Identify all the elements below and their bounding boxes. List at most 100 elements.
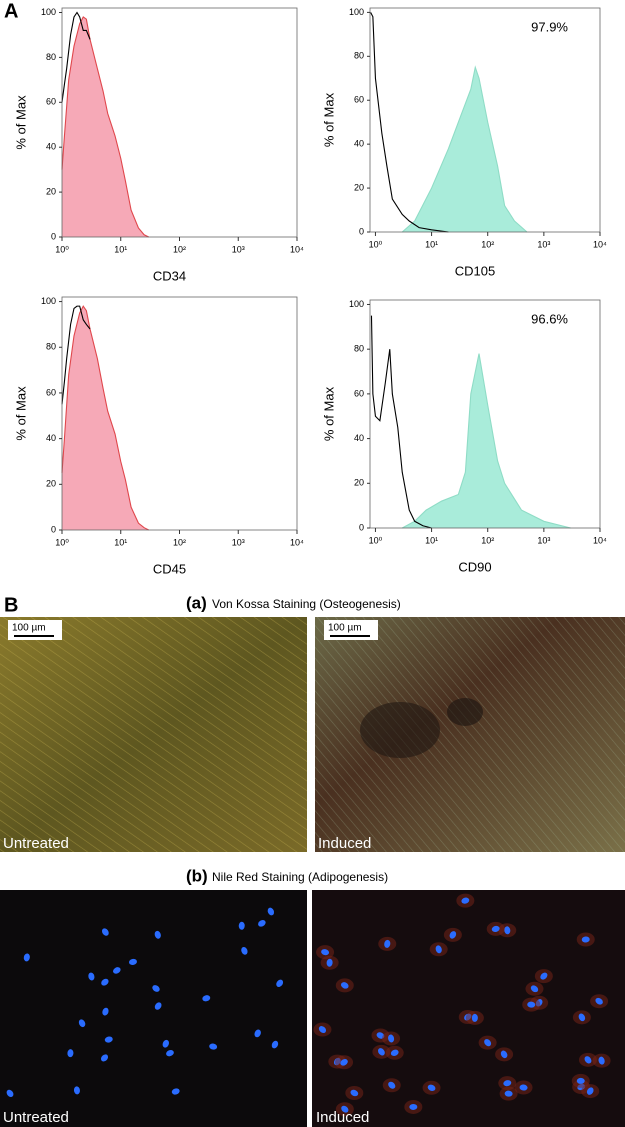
- y-tick-label: 20: [354, 478, 364, 488]
- y-tick-label: 0: [51, 231, 56, 241]
- x-axis-label: CD34: [153, 268, 186, 283]
- x-tick-label: 10³: [537, 535, 550, 545]
- nucleus: [209, 1043, 218, 1050]
- histogram-line: [401, 353, 571, 529]
- histogram-line: [370, 315, 432, 529]
- y-tick-label: 0: [359, 226, 364, 236]
- y-tick-label: 100: [41, 296, 56, 306]
- area-fill: [62, 16, 149, 237]
- section-letter: (b): [186, 866, 208, 885]
- nucleus: [504, 926, 511, 935]
- nucleus: [340, 982, 349, 989]
- nucleus: [350, 1089, 359, 1097]
- nucleus: [73, 1086, 80, 1095]
- nucleus: [409, 1103, 418, 1110]
- x-tick-label: 10²: [173, 537, 186, 547]
- y-axis-label: % of Max: [321, 92, 336, 147]
- nucleus: [500, 1050, 508, 1059]
- area-fill: [62, 306, 149, 530]
- x-tick-label: 10⁰: [369, 535, 383, 545]
- nucleus: [129, 958, 137, 965]
- x-tick-label: 10⁴: [593, 535, 607, 545]
- nucleus: [101, 978, 109, 986]
- nucleus: [152, 985, 160, 992]
- stain-deposit: [360, 702, 440, 758]
- nucleus: [471, 1013, 478, 1022]
- y-tick-label: 20: [46, 479, 56, 489]
- nucleus: [388, 1081, 396, 1089]
- nucleus: [318, 1026, 327, 1034]
- nucleus: [238, 921, 245, 930]
- y-axis-label: % of Max: [321, 386, 336, 441]
- flow-histograms: 0 20 40 60 80 100 10⁰ 10¹ 10² 10³ 10⁴ CD34 % of Max 0…: [13, 7, 607, 577]
- x-tick-label: 10²: [481, 535, 494, 545]
- nucleus: [435, 945, 442, 954]
- nucleus: [113, 967, 121, 974]
- y-tick-label: 80: [354, 51, 364, 61]
- y-tick-label: 0: [51, 524, 56, 534]
- nucleus: [530, 985, 539, 993]
- x-tick-label: 10⁴: [290, 244, 304, 254]
- nucleus: [586, 1087, 594, 1095]
- x-tick-label: 10³: [232, 537, 245, 547]
- nucleus: [388, 1034, 395, 1043]
- nucleus: [578, 1013, 586, 1022]
- y-tick-label: 60: [354, 95, 364, 105]
- nucleus: [378, 1048, 385, 1056]
- x-tick-label: 10³: [232, 244, 245, 254]
- y-tick-label: 80: [46, 342, 56, 352]
- x-tick-label: 10¹: [425, 239, 438, 249]
- y-tick-label: 40: [354, 433, 364, 443]
- section-letter: (a): [186, 593, 207, 612]
- nucleus: [484, 1039, 492, 1047]
- nucleus: [595, 997, 603, 1005]
- micrograph-texture: [0, 617, 307, 852]
- y-tick-label: 20: [354, 182, 364, 192]
- panel-label: B: [4, 594, 18, 616]
- nucleus: [519, 1084, 528, 1091]
- annotation: 97.9%: [531, 19, 568, 34]
- section-title: Von Kossa Staining (Osteogenesis): [212, 597, 401, 611]
- nucleus: [540, 972, 548, 980]
- micrograph: [0, 890, 307, 1127]
- x-tick-label: 10⁰: [369, 239, 383, 249]
- histogram-line: [61, 305, 150, 531]
- nucleus: [584, 1056, 592, 1064]
- nucleus: [461, 897, 470, 904]
- nucleus: [326, 958, 333, 967]
- nucleus: [100, 1054, 109, 1062]
- nucleus: [154, 930, 161, 939]
- x-tick-label: 10⁰: [55, 537, 69, 547]
- x-tick-label: 10¹: [425, 535, 438, 545]
- nucleus: [166, 1049, 174, 1057]
- y-tick-label: 40: [354, 139, 364, 149]
- y-axis-label: % of Max: [13, 386, 28, 441]
- nucleus: [202, 995, 211, 1002]
- histogram-line: [61, 16, 150, 238]
- section-title: Nile Red Staining (Adipogenesis): [212, 870, 388, 884]
- x-axis-label: CD90: [458, 559, 491, 574]
- nuclei: [6, 893, 611, 1117]
- nucleus: [504, 1090, 513, 1097]
- panel-label: A: [4, 0, 18, 22]
- x-tick-label: 10²: [481, 239, 494, 249]
- nucleus: [598, 1056, 605, 1065]
- scale-bar-label: 100 µm: [328, 623, 362, 634]
- histogram-line: [61, 11, 91, 103]
- nucleus: [340, 1058, 348, 1066]
- y-tick-label: 60: [46, 387, 56, 397]
- histogram-line: [401, 65, 528, 233]
- area-fill: [402, 353, 571, 528]
- nucleus: [6, 1089, 14, 1098]
- nucleus: [390, 1049, 399, 1056]
- x-tick-label: 10³: [537, 239, 550, 249]
- y-tick-label: 80: [46, 52, 56, 62]
- nucleus: [88, 972, 95, 981]
- area-fill: [402, 67, 527, 232]
- nucleus: [241, 946, 248, 955]
- image-label: Untreated: [3, 1109, 69, 1126]
- image-label: Induced: [318, 835, 371, 852]
- nucleus: [527, 1001, 536, 1008]
- y-tick-label: 100: [349, 7, 364, 17]
